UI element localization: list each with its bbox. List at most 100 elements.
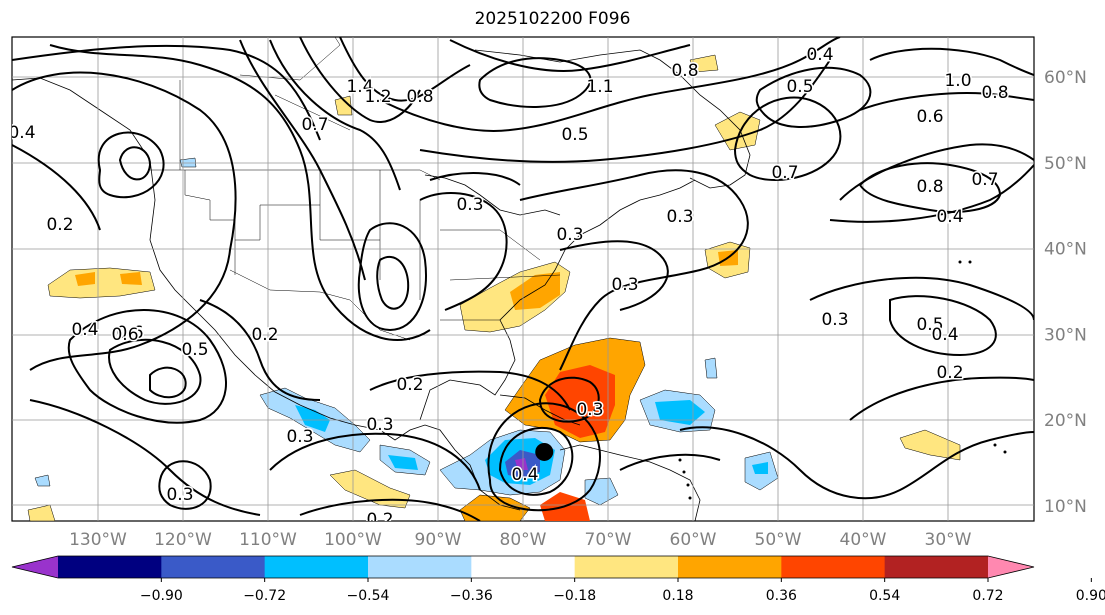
coastline — [419, 179, 696, 421]
colorbar-segment — [884, 556, 989, 578]
contour-label: 1.1 — [586, 77, 613, 97]
contour-label: 0.5 — [786, 77, 813, 97]
anomaly-patch — [515, 458, 528, 470]
longitude-label: 60°W — [670, 530, 717, 550]
colorbar-segment — [471, 556, 576, 578]
islands — [678, 260, 1007, 500]
contour — [849, 376, 1034, 421]
contour — [519, 169, 749, 371]
contour-label: 0.2 — [46, 215, 73, 235]
contour-label: 0.3 — [576, 400, 603, 420]
anomaly-patch — [459, 494, 531, 521]
contour — [869, 47, 1034, 76]
contour-label: 0.6 — [116, 323, 143, 343]
colorbar-extend-min — [12, 556, 58, 578]
contour — [755, 66, 872, 128]
contour — [299, 498, 481, 521]
colorbar-tick-label: −0.90 — [140, 588, 183, 604]
contour — [149, 366, 187, 399]
graticule — [12, 37, 1034, 521]
contour-label: 1.0 — [944, 71, 971, 91]
contour — [158, 460, 212, 510]
contour-label: 0.4 — [931, 325, 958, 345]
latitude-label: 40°N — [1044, 240, 1087, 260]
contour — [478, 57, 592, 108]
contour — [357, 222, 427, 332]
political-borders — [150, 37, 561, 341]
contour-label: 0.2 — [936, 363, 963, 383]
longitude-label: 30°W — [925, 530, 972, 550]
contour — [559, 240, 669, 311]
contour — [199, 299, 321, 401]
contour-label: 0.5 — [561, 125, 588, 145]
coastline — [424, 174, 561, 216]
latitude-label: 20°N — [1044, 411, 1087, 431]
contour — [299, 37, 421, 123]
contour — [679, 426, 1034, 500]
latitude-label: 50°N — [1044, 154, 1087, 174]
contour — [449, 39, 691, 72]
contour-label: 0.7 — [971, 170, 998, 190]
island — [678, 458, 682, 462]
contour — [889, 295, 997, 357]
contour-label: 0.8 — [981, 83, 1008, 103]
contours — [12, 37, 1034, 521]
latitude-label: 30°N — [1044, 325, 1087, 345]
longitude-label: 80°W — [500, 530, 547, 550]
contour — [487, 402, 601, 512]
anomaly-patch — [752, 462, 768, 474]
contour-labels: 0.40.61.41.2 0.80.71.10.80.50.40.5 1.00.80… — [8, 44, 1010, 530]
colorbar-segment — [574, 556, 679, 578]
longitude-labels: 130°W 120°W 110°W 100°W 90°W 80°W 70°W 60°W 50°W… — [69, 530, 972, 550]
contour — [97, 131, 165, 199]
colorbar-tick-label: 0.18 — [662, 588, 693, 604]
longitude-label: 110°W — [239, 530, 297, 550]
coastline — [12, 77, 521, 511]
contour-label: 0.4 — [936, 207, 963, 227]
anomaly-patch — [329, 469, 411, 509]
island — [682, 470, 686, 474]
colorbar-segment — [264, 556, 369, 578]
border — [179, 37, 351, 170]
anomaly-patch — [34, 474, 51, 487]
contour — [239, 39, 366, 281]
colorbar-tick-label: −0.54 — [347, 588, 390, 604]
island — [958, 260, 962, 264]
contour — [339, 37, 471, 102]
contour — [29, 399, 261, 516]
colorbar-tick-label: −0.18 — [553, 588, 596, 604]
contour-label: 0.8 — [671, 61, 698, 81]
contour-label: 0.2 — [366, 510, 393, 530]
colorbar-segment — [161, 556, 266, 578]
contour — [829, 164, 1034, 223]
colorbar-segment — [58, 556, 162, 578]
contour-label: 0.7 — [771, 163, 798, 183]
colorbar-segment — [781, 556, 886, 578]
contour-label: 0.3 — [456, 195, 483, 215]
shaded-field — [27, 54, 961, 521]
border — [235, 170, 421, 300]
colorbar-tick-label: 0.36 — [766, 588, 797, 604]
contour-label: 0.4 — [511, 465, 538, 485]
contour — [369, 370, 571, 411]
contour-label: 0.3 — [366, 415, 393, 435]
contour-label: 0.3 — [611, 275, 638, 295]
contour-label: 0.3 — [286, 427, 313, 447]
contour-label: 0.6 — [916, 107, 943, 127]
island — [968, 260, 972, 264]
contour-label: 0.8 — [916, 177, 943, 197]
contour-label: 0.8 — [406, 87, 433, 107]
longitude-label: 90°W — [415, 530, 462, 550]
island — [1003, 450, 1007, 454]
island — [688, 496, 692, 500]
contour-label: 0.4 — [8, 123, 35, 143]
contour-label: 0.3 — [556, 225, 583, 245]
longitude-label: 130°W — [69, 530, 127, 550]
contour-label: 0.3 — [821, 310, 848, 330]
contour-label: 0.2 — [251, 325, 278, 345]
contour — [809, 276, 1034, 321]
anomaly-patch — [179, 157, 197, 168]
border — [440, 229, 561, 321]
colorbar — [11, 555, 1035, 579]
